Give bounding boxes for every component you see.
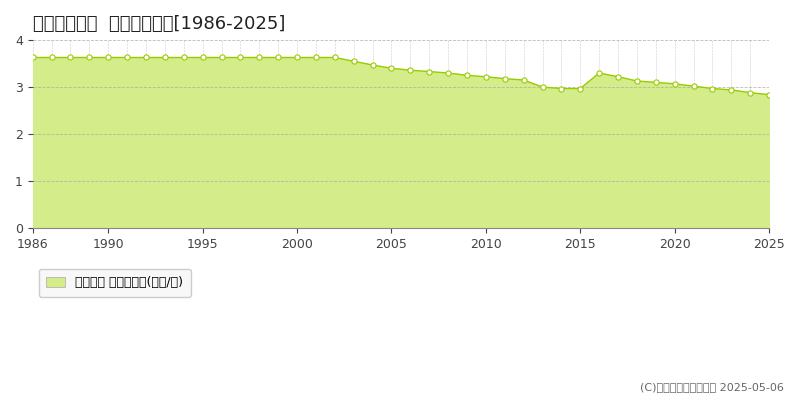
Point [404, 67, 417, 73]
Point [555, 85, 568, 92]
Point [121, 54, 134, 61]
Point [442, 70, 454, 76]
Point [423, 68, 436, 75]
Point [329, 54, 342, 61]
Legend: 公示地価 平均坪単価(万円/坪): 公示地価 平均坪単価(万円/坪) [39, 269, 190, 297]
Point [102, 54, 114, 61]
Point [762, 92, 775, 98]
Point [178, 54, 190, 61]
Text: 上越市有間川  公示地価推移[1986-2025]: 上越市有間川 公示地価推移[1986-2025] [33, 15, 285, 33]
Point [83, 54, 96, 61]
Point [593, 70, 606, 76]
Point [196, 54, 209, 61]
Point [215, 54, 228, 61]
Point [253, 54, 266, 61]
Point [461, 72, 474, 78]
Point [347, 58, 360, 64]
Point [64, 54, 77, 61]
Point [574, 85, 586, 92]
Point [612, 74, 625, 80]
Point [140, 54, 153, 61]
Point [725, 87, 738, 93]
Point [310, 54, 322, 61]
Point [158, 54, 171, 61]
Point [479, 74, 492, 80]
Point [687, 83, 700, 89]
Point [26, 54, 39, 61]
Point [234, 54, 247, 61]
Point [518, 77, 530, 83]
Point [650, 79, 662, 86]
Point [366, 62, 379, 68]
Point [706, 85, 719, 92]
Point [668, 81, 681, 87]
Point [272, 54, 285, 61]
Point [385, 65, 398, 72]
Point [46, 54, 58, 61]
Point [536, 84, 549, 90]
Text: (C)土地価格ドットコム 2025-05-06: (C)土地価格ドットコム 2025-05-06 [640, 382, 784, 392]
Point [744, 90, 757, 96]
Point [630, 78, 643, 84]
Point [498, 76, 511, 82]
Point [290, 54, 303, 61]
